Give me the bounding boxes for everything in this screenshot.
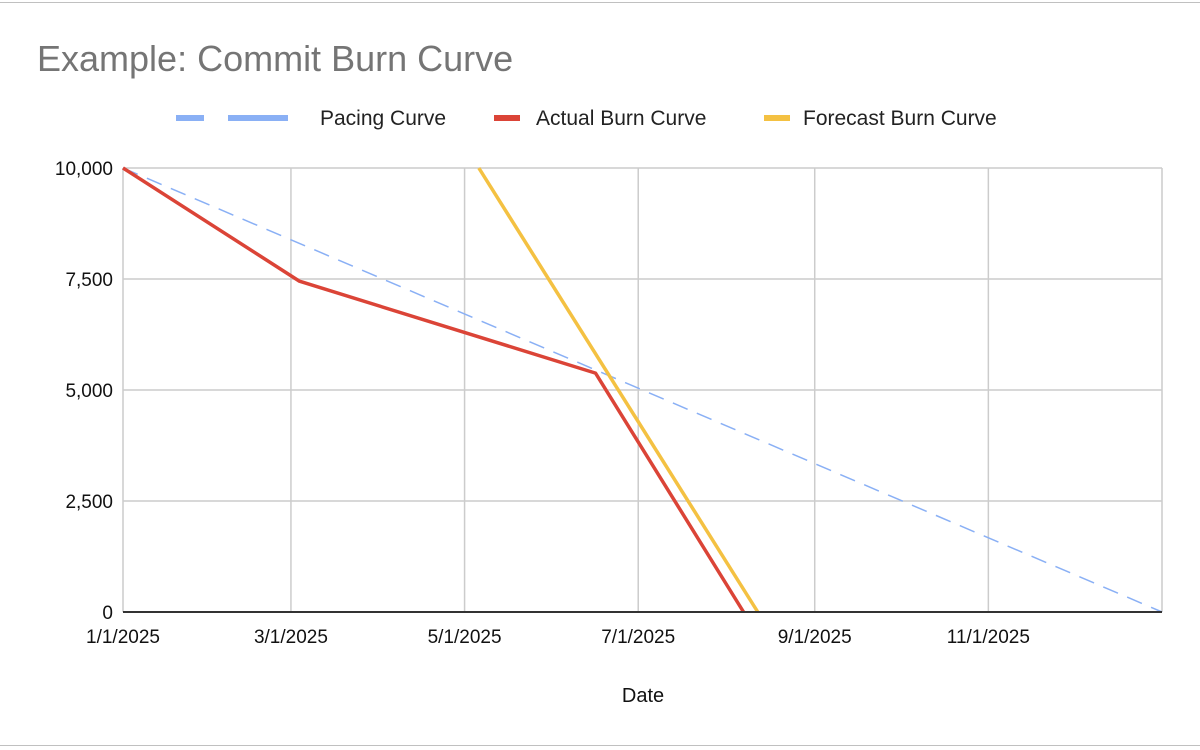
legend-label: Forecast Burn Curve	[803, 107, 997, 130]
series-line-actual-burn-curve	[122, 166, 746, 613]
chart-title: Example: Commit Burn Curve	[37, 38, 514, 79]
y-tick-label: 2,500	[65, 492, 113, 513]
sheet-gridline-bottom	[0, 745, 1200, 746]
x-tick-label: 1/1/2025	[86, 627, 160, 648]
x-tick-label: 3/1/2025	[254, 627, 328, 648]
y-tick-label: 7,500	[65, 270, 113, 291]
legend-label: Pacing Curve	[320, 107, 446, 130]
x-tick-label: 11/1/2025	[947, 627, 1030, 648]
legend[interactable]: Pacing Curve Actual Burn Curve Forecast Bu…	[176, 107, 997, 130]
y-tick-label: 0	[102, 603, 113, 624]
x-axis-label: Date	[622, 685, 664, 707]
y-tick-label: 10,000	[55, 159, 113, 180]
x-tick-label: 9/1/2025	[778, 627, 852, 648]
legend-item[interactable]: Actual Burn Curve	[494, 107, 706, 130]
legend-item[interactable]: Pacing Curve	[176, 107, 446, 130]
legend-label: Actual Burn Curve	[536, 107, 706, 130]
series-line-forecast-burn-curve	[477, 167, 760, 613]
x-tick-label: 7/1/2025	[601, 627, 675, 648]
series-lines	[122, 166, 1163, 613]
series-line-pacing-curve	[122, 167, 1163, 613]
y-tick-label: 5,000	[65, 381, 113, 402]
axes: 0 2,500 5,000 7,500 10,000 1/1/2025 3/1/2025 5/…	[55, 159, 1162, 648]
sheet-gridline-top	[0, 2, 1200, 3]
legend-item[interactable]: Forecast Burn Curve	[764, 107, 997, 130]
x-tick-label: 5/1/2025	[428, 627, 502, 648]
